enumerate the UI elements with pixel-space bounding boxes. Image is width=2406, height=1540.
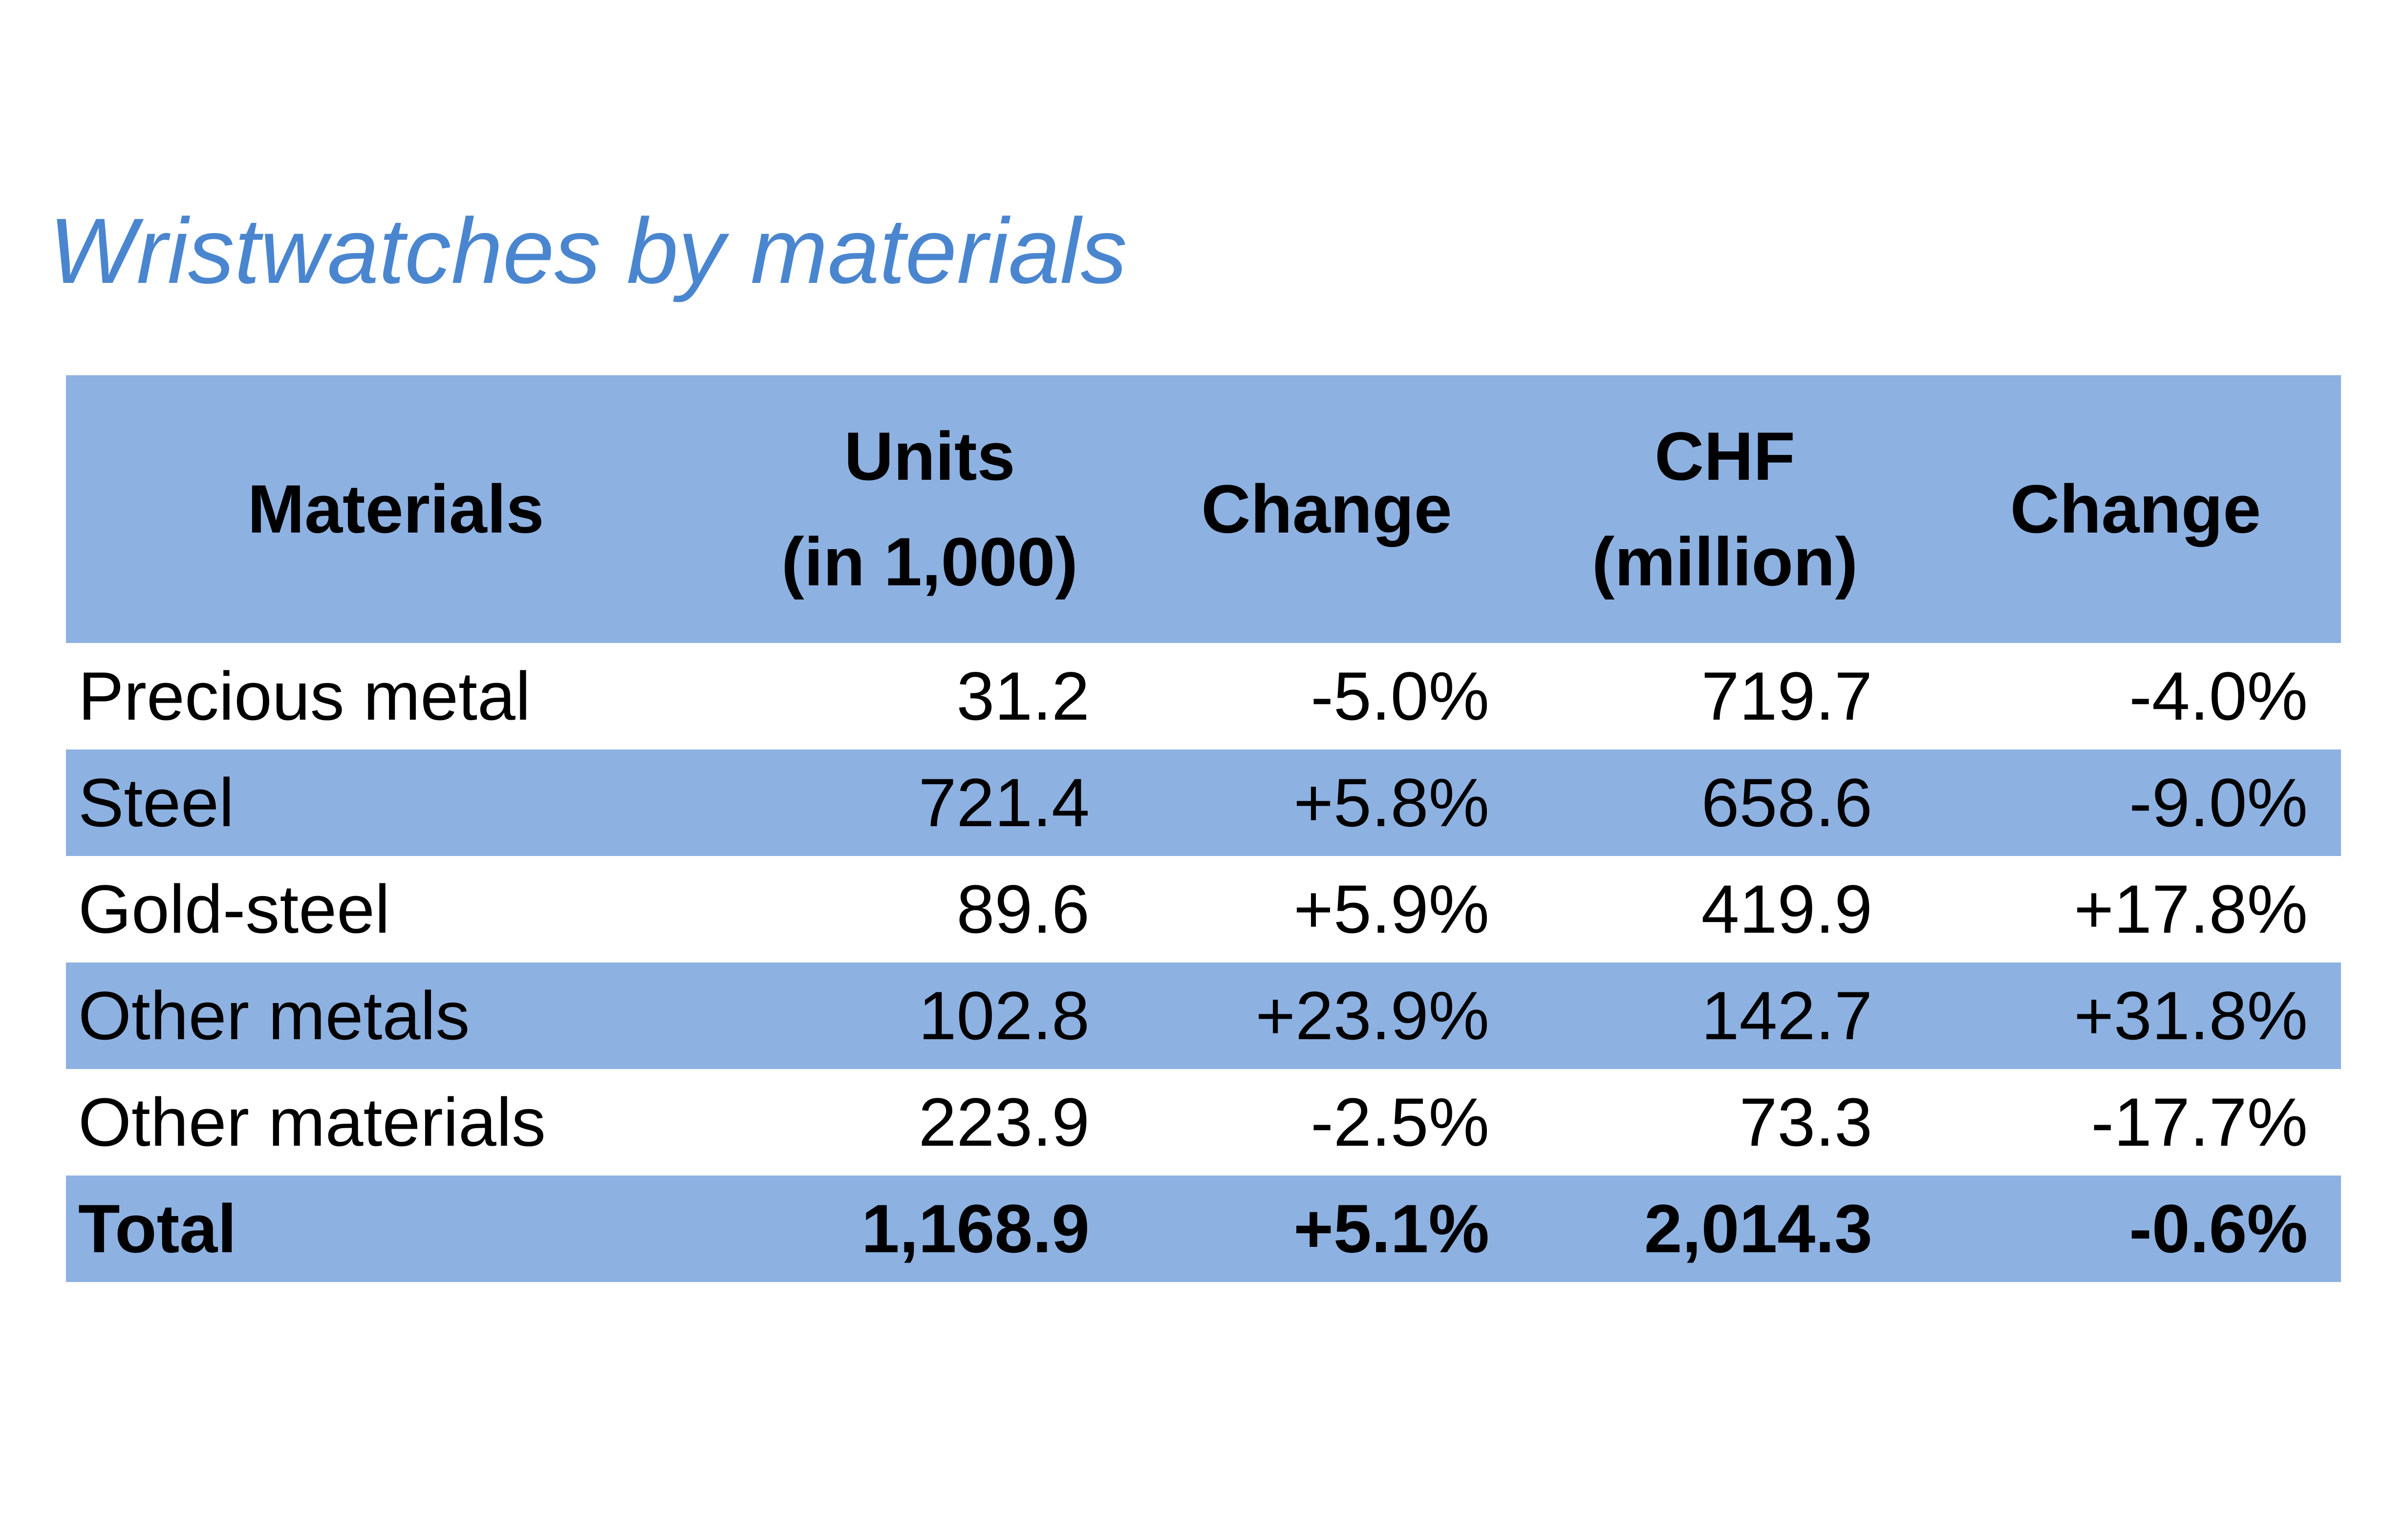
header-units: Units (in 1,000) (726, 375, 1134, 643)
cell-units: 102.8 (918, 977, 1090, 1054)
table-row-total: Total 1,168.9 +5.1% 2,014.3 -0.6% (66, 1176, 2341, 1282)
cell-material: Steel (78, 764, 235, 841)
header-chf: CHF (million) (1520, 375, 1930, 643)
cell-chf-change: -0.6% (2129, 1190, 2308, 1267)
header-chf-line1: CHF (1654, 418, 1795, 494)
cell-chf: 658.6 (1701, 764, 1872, 841)
cell-chf-change: +17.8% (2074, 871, 2308, 947)
table-row-gold-steel: Gold-steel 89.6 +5.9% 419.9 +17.8% (66, 856, 2341, 962)
header-chf-line2: (million) (1591, 523, 1858, 600)
header-chf-change: Change (1930, 375, 2341, 643)
header-chf-change-text: Change (2010, 471, 2261, 547)
cell-units: 89.6 (956, 871, 1090, 947)
cell-chf: 719.7 (1701, 658, 1872, 734)
page-title: Wristwatches by materials (49, 199, 1127, 303)
cell-chf: 2,014.3 (1644, 1190, 1872, 1267)
cell-chf: 419.9 (1701, 871, 1872, 947)
cell-units: 223.9 (918, 1084, 1090, 1160)
cell-units: 721.4 (918, 764, 1090, 841)
cell-material: Precious metal (78, 658, 531, 734)
header-units-line2: (in 1,000) (781, 523, 1078, 600)
header-units-change: Change (1134, 375, 1520, 643)
table-row-other-metals: Other metals 102.8 +23.9% 142.7 +31.8% (66, 962, 2341, 1069)
cell-material: Total (78, 1190, 237, 1267)
cell-chf-change: +31.8% (2074, 977, 2308, 1054)
table-row-precious-metal: Precious metal 31.2 -5.0% 719.7 -4.0% (66, 643, 2341, 749)
cell-material: Gold-steel (78, 871, 390, 947)
cell-units-change: +5.8% (1293, 764, 1489, 841)
table-header-row: Materials Units (in 1,000) Change CHF (m… (66, 375, 2341, 643)
table-row-other-materials: Other materials 223.9 -2.5% 73.3 -17.7% (66, 1069, 2341, 1176)
cell-units-change: +23.9% (1255, 977, 1489, 1054)
cell-chf-change: -9.0% (2129, 764, 2308, 841)
cell-chf: 142.7 (1701, 977, 1872, 1054)
cell-units: 1,168.9 (861, 1190, 1090, 1267)
cell-units: 31.2 (956, 658, 1090, 734)
materials-table: Materials Units (in 1,000) Change CHF (m… (66, 375, 2341, 1282)
header-materials: Materials (66, 375, 726, 643)
cell-chf-change: -17.7% (2091, 1084, 2308, 1160)
cell-material: Other metals (78, 977, 470, 1054)
cell-chf: 73.3 (1739, 1084, 1872, 1160)
cell-units-change: +5.9% (1293, 871, 1489, 947)
cell-units-change: +5.1% (1293, 1190, 1489, 1267)
cell-material: Other materials (78, 1084, 546, 1160)
cell-units-change: -5.0% (1310, 658, 1489, 734)
header-materials-text: Materials (247, 471, 544, 547)
table-row-steel: Steel 721.4 +5.8% 658.6 -9.0% (66, 749, 2341, 856)
header-units-line1: Units (844, 418, 1015, 494)
cell-units-change: -2.5% (1310, 1084, 1489, 1160)
header-units-change-text: Change (1201, 471, 1452, 547)
cell-chf-change: -4.0% (2129, 658, 2308, 734)
